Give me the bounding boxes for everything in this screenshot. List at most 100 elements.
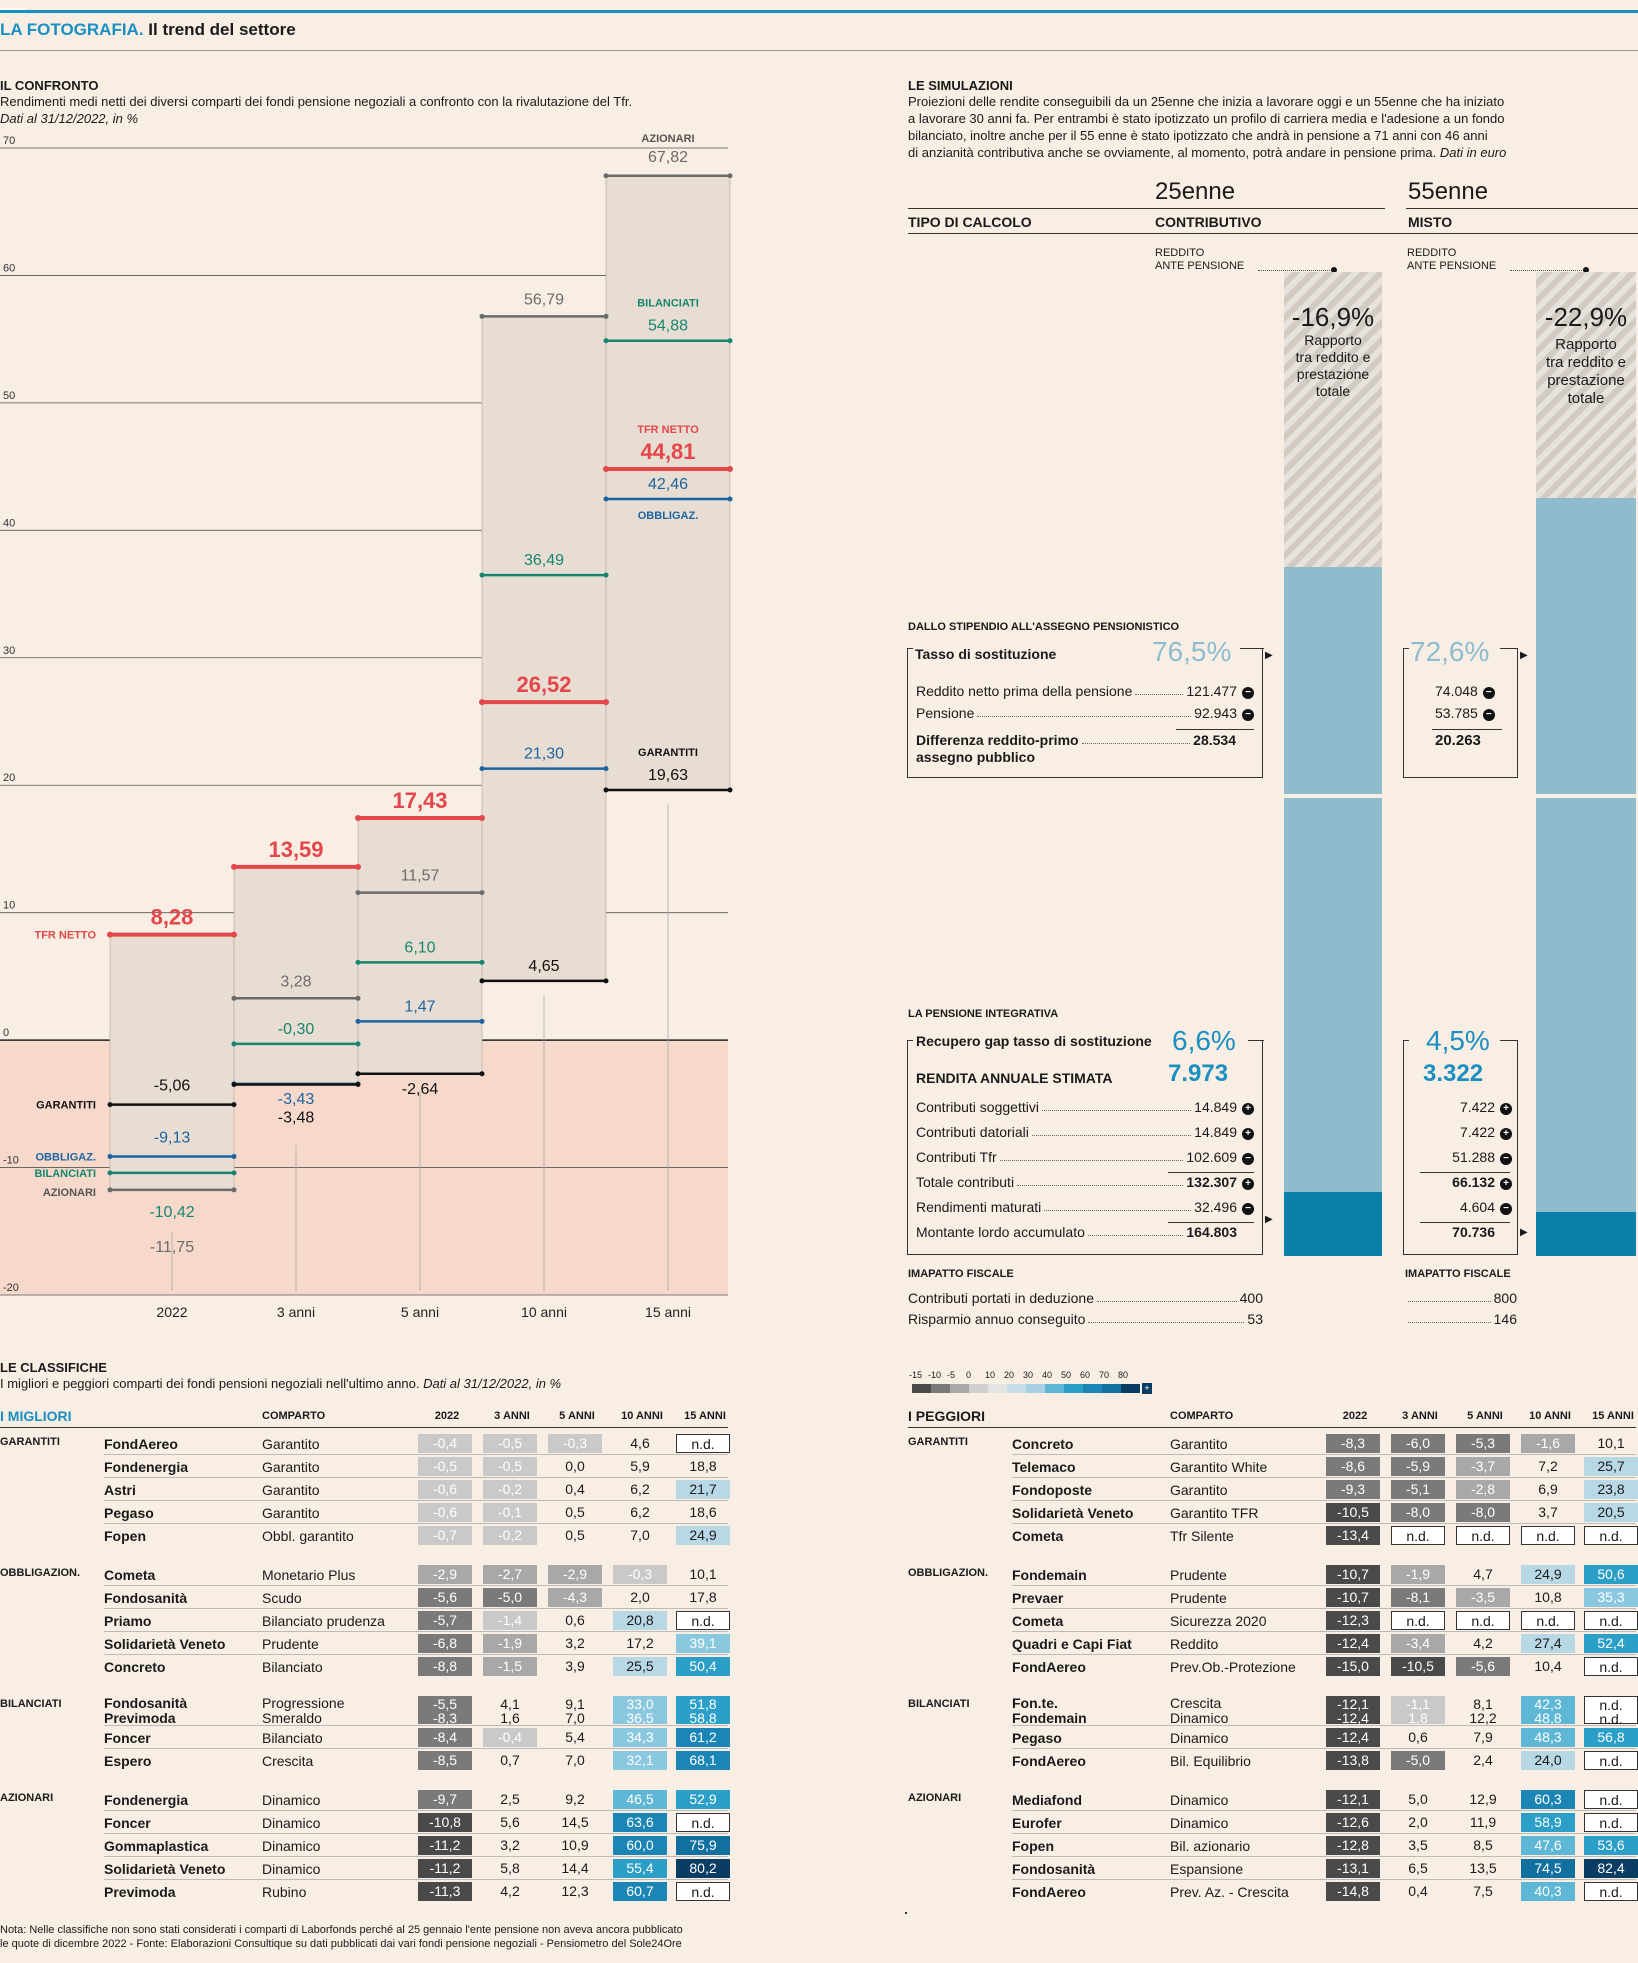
legend-tick: 50 [1061, 1370, 1072, 1380]
gap-55-text: Rapporto tra reddito e prestazione totale [1536, 336, 1636, 408]
cell-line: 4,2 [1473, 1635, 1493, 1651]
value-cell: 6,2 [613, 1503, 667, 1522]
dot-l-tfrnetto-4 [603, 466, 609, 473]
cell-line: 53,6 [1597, 1837, 1625, 1853]
table-row: Fondemain Prudente -10,7 -1,9 4,7 24,9 50,6 [1012, 1563, 1638, 1586]
value-25: 53 [1247, 1311, 1263, 1327]
value-cell: n.d. [1584, 1657, 1638, 1676]
cell-line: 11,9 [1469, 1814, 1497, 1830]
stipendio-row: Reddito netto prima della pensione 121.47… [916, 683, 1254, 699]
value-cell: -9,7 [418, 1790, 472, 1809]
value-cell: -5,3 [1456, 1434, 1510, 1453]
left-label-2: OBBLIGAZ. [36, 1151, 97, 1163]
cell-line: 61,2 [689, 1729, 717, 1745]
label-bilanciati-4: 54,88 [648, 318, 688, 335]
label-obbligaz-2: 1,47 [404, 998, 435, 1015]
cell-line: 24,9 [1534, 1566, 1562, 1582]
value-cell: 3,5 [1391, 1836, 1445, 1855]
cell-line: -1,1 [1405, 1696, 1431, 1712]
value-cell: -10,7 [1326, 1588, 1380, 1607]
label-bilanciati-0: -10,42 [149, 1204, 194, 1221]
range-box-2 [357, 817, 483, 1075]
value-55: 70.736 [1452, 1224, 1495, 1240]
value-cell: n.d. [1584, 1751, 1638, 1770]
integrativa-row-55: 7.422 + [1432, 1099, 1518, 1115]
reddito-label-55: REDDITO ANTE PENSIONE [1407, 247, 1497, 272]
legend-plus: + [1142, 1383, 1152, 1394]
cell-line: 0,0 [565, 1458, 585, 1474]
cell-line: 5,0 [1408, 1791, 1428, 1807]
value-cell: -12,3 [1326, 1611, 1380, 1630]
value-cell: -3,5 [1456, 1588, 1510, 1607]
integrativa-title: LA PENSIONE INTEGRATIVA [908, 1008, 1059, 1020]
value-cell: -5,0 [1391, 1751, 1445, 1770]
comparto-name: Garantito [262, 1436, 320, 1452]
header-divider [0, 50, 1638, 51]
dot-l-tfrnetto-3 [479, 699, 485, 706]
label-tfrnetto-4: 44,81 [640, 439, 695, 464]
comparto-name: Tfr Silente [1170, 1528, 1234, 1544]
dot-l-obbligaz-3 [479, 766, 485, 772]
cell-line: 3,7 [1538, 1504, 1558, 1520]
value-cell: 21,7 [676, 1480, 730, 1499]
group-label: GARANTITI [0, 1436, 60, 1448]
value-cell: -0,5 [418, 1457, 472, 1476]
value-cell: n.d. [676, 1882, 730, 1901]
value-cell: 74,5 [1521, 1859, 1575, 1878]
label-obbligaz-1: -3,43 [278, 1091, 315, 1108]
cell-line: -15,0 [1337, 1658, 1369, 1674]
value-cell: -8,3 [1326, 1434, 1380, 1453]
integrativa-box-top-55 [1500, 1040, 1518, 1041]
cell-line: 75,9 [689, 1837, 717, 1853]
fund-name: Pegaso [104, 1505, 154, 1521]
footer-line-1: Nota: Nelle classifiche non sono stati c… [0, 1924, 683, 1936]
plus-icon: + [1242, 1103, 1254, 1115]
value-cell: -0,3 [613, 1565, 667, 1584]
xtick-1: 3 anni [277, 1304, 315, 1320]
ytick-0: 0 [3, 1027, 9, 1039]
value-cell: -1,4 [483, 1611, 537, 1630]
xtick-0: 2022 [156, 1304, 187, 1320]
comparto-name: Bil. Equilibrio [1170, 1753, 1251, 1769]
table-row: Fopen Obbl. garantito -0,7 -0,2 0,5 7,0 24,9 [104, 1524, 730, 1547]
cell-line: 34,3 [626, 1729, 654, 1745]
cell-line: n.d. [1471, 1613, 1495, 1629]
diff-25-value: 28.534 [1193, 732, 1236, 748]
cell-line: n.d. [1599, 1613, 1623, 1629]
value-cell: 25,5 [613, 1657, 667, 1676]
value-cell: 10,8 [1521, 1588, 1575, 1607]
comparto-name: Sicurezza 2020 [1170, 1613, 1267, 1629]
cell-line: n.d. [691, 1884, 715, 1900]
cell-line: 51,8 [689, 1696, 717, 1712]
leader-dots [1044, 1210, 1192, 1211]
rendita-25-value: 7.973 [1168, 1060, 1229, 1087]
comparto-name: Smeraldo [262, 1710, 322, 1726]
cell-line: 12,2 [1469, 1710, 1497, 1726]
dot-l-garantiti-4 [603, 787, 609, 793]
right-label-3: OBBLIGAZ. [638, 510, 699, 522]
plus-icon: + [1500, 1178, 1512, 1190]
value-cell: 2,5 [483, 1790, 537, 1809]
cell-line: 2,0 [1408, 1814, 1428, 1830]
bar-gap [1284, 793, 1382, 798]
bar-fill [1536, 498, 1636, 1256]
value-cell: n.d. [1521, 1611, 1575, 1630]
comparto-name: Reddito [1170, 1636, 1219, 1652]
simulazioni-text-1: Proiezioni delle rendite conseguibili da… [908, 94, 1505, 109]
fund-name: Previmoda [104, 1884, 176, 1900]
table-row: Fondosanità Previmoda Progressione Smeraldo… [104, 1694, 730, 1726]
dot-r-tfrnetto-2 [479, 814, 485, 821]
label-obbligaz-3: 21,30 [524, 746, 564, 763]
value-cell: 2,0 [1391, 1813, 1445, 1832]
value-cell: 2,4 [1456, 1751, 1510, 1770]
value-cell: 34,3 [613, 1728, 667, 1747]
label-azionari-1: 3,28 [280, 973, 311, 990]
integrativa-row: Rendimenti maturati 32.496− [916, 1199, 1254, 1215]
value-cell: -0,3 [548, 1434, 602, 1453]
cell-line: 25,5 [626, 1658, 654, 1674]
dot-r-tfrnetto-3 [603, 699, 609, 706]
cell-line: -0,2 [497, 1481, 523, 1497]
value-cell: 17,8 [676, 1588, 730, 1607]
value-cell: 0,0 [548, 1457, 602, 1476]
cell-line: 80,2 [689, 1860, 717, 1876]
